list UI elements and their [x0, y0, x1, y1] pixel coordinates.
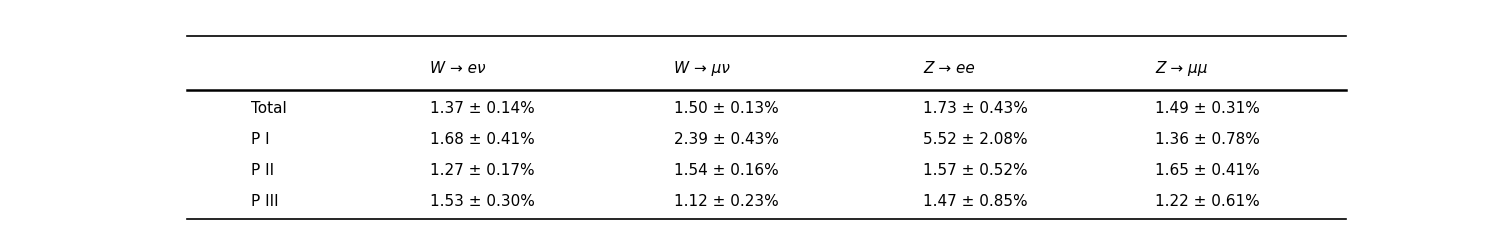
Text: 1.49 ± 0.31%: 1.49 ± 0.31% [1155, 101, 1260, 116]
Text: 1.37 ± 0.14%: 1.37 ± 0.14% [431, 101, 536, 116]
Text: 1.68 ± 0.41%: 1.68 ± 0.41% [431, 132, 536, 147]
Text: 1.53 ± 0.30%: 1.53 ± 0.30% [431, 194, 536, 209]
Text: 1.50 ± 0.13%: 1.50 ± 0.13% [673, 101, 779, 116]
Text: Total: Total [251, 101, 287, 116]
Text: 1.12 ± 0.23%: 1.12 ± 0.23% [673, 194, 779, 209]
Text: 5.52 ± 2.08%: 5.52 ± 2.08% [923, 132, 1028, 147]
Text: 2.39 ± 0.43%: 2.39 ± 0.43% [673, 132, 779, 147]
Text: Z → μμ: Z → μμ [1155, 61, 1207, 76]
Text: 1.47 ± 0.85%: 1.47 ± 0.85% [923, 194, 1028, 209]
Text: 1.27 ± 0.17%: 1.27 ± 0.17% [431, 163, 536, 178]
Text: 1.22 ± 0.61%: 1.22 ± 0.61% [1155, 194, 1260, 209]
Text: W → μν: W → μν [673, 61, 730, 76]
Text: 1.54 ± 0.16%: 1.54 ± 0.16% [673, 163, 779, 178]
Text: P III: P III [251, 194, 278, 209]
Text: 1.57 ± 0.52%: 1.57 ± 0.52% [923, 163, 1028, 178]
Text: Z → ee: Z → ee [923, 61, 975, 76]
Text: 1.73 ± 0.43%: 1.73 ± 0.43% [923, 101, 1028, 116]
Text: 1.36 ± 0.78%: 1.36 ± 0.78% [1155, 132, 1260, 147]
Text: P I: P I [251, 132, 269, 147]
Text: P II: P II [251, 163, 274, 178]
Text: W → eν: W → eν [431, 61, 486, 76]
Text: 1.65 ± 0.41%: 1.65 ± 0.41% [1155, 163, 1260, 178]
